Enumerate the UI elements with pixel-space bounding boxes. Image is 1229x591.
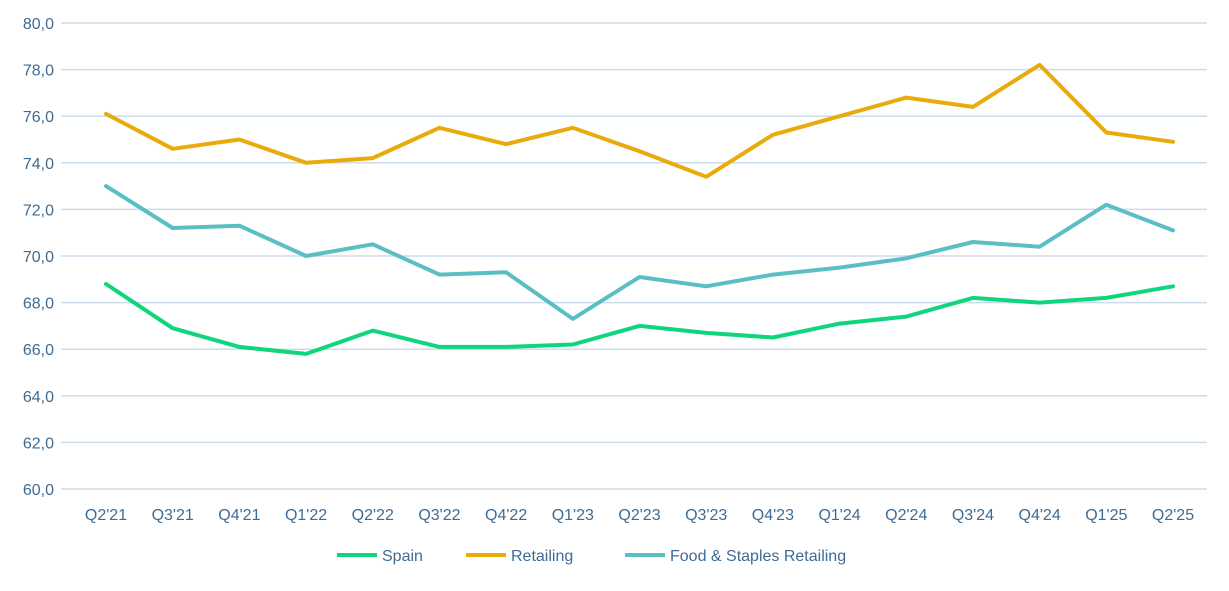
y-tick-label: 72,0 (23, 202, 54, 219)
y-tick-label: 66,0 (23, 342, 54, 359)
x-tick-label: Q2'21 (85, 507, 127, 524)
y-tick-label: 76,0 (23, 109, 54, 126)
y-tick-label: 74,0 (23, 156, 54, 173)
y-tick-label: 80,0 (23, 16, 54, 33)
x-tick-label: Q4'24 (1019, 507, 1061, 524)
legend: Spain Retailing Food & Staples Retailing (337, 548, 846, 565)
x-tick-label: Q1'24 (818, 507, 860, 524)
legend-item: Spain (337, 548, 423, 565)
x-tick-label: Q1'23 (552, 507, 594, 524)
legend-label: Spain (382, 548, 423, 565)
x-tick-label: Q2'25 (1152, 507, 1194, 524)
legend-label: Food & Staples Retailing (670, 548, 846, 565)
x-tick-label: Q2'22 (352, 507, 394, 524)
x-tick-label: Q3'22 (418, 507, 460, 524)
x-tick-label: Q1'25 (1085, 507, 1127, 524)
x-tick-label: Q4'21 (218, 507, 260, 524)
y-tick-label: 62,0 (23, 435, 54, 452)
y-tick-label: 60,0 (23, 482, 54, 499)
x-tick-label: Q2'24 (885, 507, 927, 524)
y-tick-label: 68,0 (23, 296, 54, 313)
y-tick-label: 64,0 (23, 389, 54, 406)
y-tick-label: 78,0 (23, 63, 54, 80)
series-line-retailing (106, 65, 1173, 177)
x-tick-label: Q3'21 (152, 507, 194, 524)
legend-label: Retailing (511, 548, 573, 565)
gridlines (61, 23, 1207, 489)
series-line-spain (106, 284, 1173, 354)
x-tick-label: Q4'23 (752, 507, 794, 524)
x-tick-label: Q3'24 (952, 507, 994, 524)
legend-item: Retailing (466, 548, 573, 565)
x-tick-label: Q1'22 (285, 507, 327, 524)
x-tick-label: Q2'23 (618, 507, 660, 524)
legend-item: Food & Staples Retailing (625, 548, 846, 565)
y-axis-ticks: 60,0 62,0 64,0 66,0 68,0 70,0 72,0 74,0 76,0 78,0… (23, 16, 54, 499)
y-tick-label: 70,0 (23, 249, 54, 266)
x-axis-ticks: Q2'21 Q3'21 Q4'21 Q1'22 Q2'22 Q3'22 Q4'22 Q1'23… (85, 507, 1194, 524)
x-tick-label: Q3'23 (685, 507, 727, 524)
x-tick-label: Q4'22 (485, 507, 527, 524)
